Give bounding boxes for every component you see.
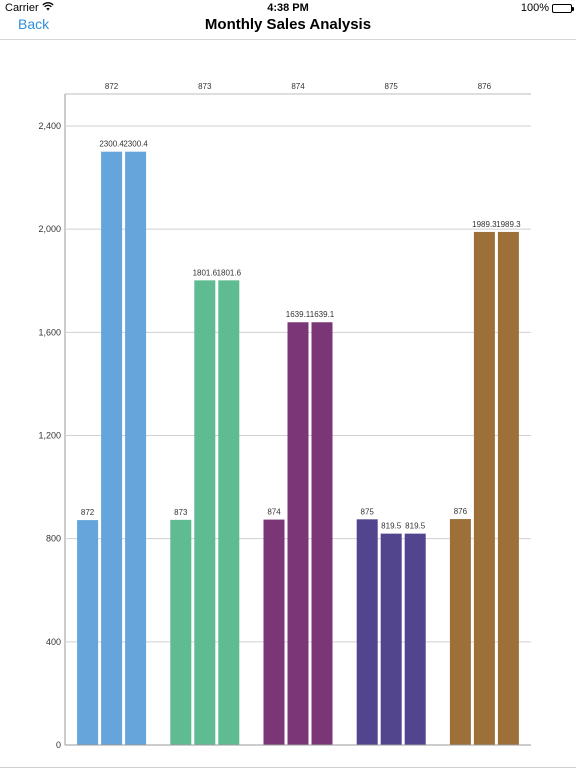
y-tick-label: 2,000	[38, 224, 61, 234]
data-label: 2300.4	[123, 140, 148, 149]
bar	[380, 533, 402, 745]
navigation-bar: Back Monthly Sales Analysis	[0, 16, 576, 40]
wifi-icon	[41, 2, 54, 14]
y-tick-label: 2,400	[38, 121, 61, 131]
data-label: 1801.6	[217, 268, 242, 277]
data-label: 1801.6	[193, 268, 218, 277]
y-tick-label: 1,600	[38, 327, 61, 337]
status-carrier: Carrier	[5, 2, 54, 14]
bar	[263, 519, 285, 745]
status-time: 4:38 PM	[267, 2, 309, 14]
category-label: 874	[291, 82, 305, 91]
bar-chart: 0 400 800 1,200 1,600 2,000 2,400 872 872 2300.4 2…	[38, 82, 531, 750]
data-label: 876	[454, 507, 468, 516]
battery-icon	[552, 3, 574, 13]
data-label: 875	[361, 507, 375, 516]
bar	[311, 322, 333, 745]
status-bar: Carrier 4:38 PM 100%	[0, 0, 576, 16]
bar	[473, 231, 495, 745]
bar	[77, 520, 99, 745]
category-label: 872	[105, 82, 119, 91]
data-label: 1989.3	[472, 220, 497, 229]
y-tick-label: 800	[46, 534, 61, 544]
category-label: 873	[198, 82, 212, 91]
data-label: 819.5	[405, 522, 426, 531]
data-label: 1639.1	[310, 310, 335, 319]
y-tick-label: 0	[56, 740, 61, 750]
data-label: 872	[81, 508, 95, 517]
bar	[194, 280, 216, 745]
page-title: Monthly Sales Analysis	[204, 16, 372, 33]
bar	[125, 151, 147, 746]
bar	[170, 519, 192, 745]
data-label: 1639.1	[286, 310, 311, 319]
back-button[interactable]: Back	[18, 16, 50, 32]
status-battery: 100%	[520, 2, 574, 14]
bar	[404, 533, 426, 745]
bar	[101, 151, 123, 746]
data-label: 873	[174, 508, 188, 517]
data-label: 1989.3	[496, 220, 521, 229]
data-label: 2300.4	[99, 140, 124, 149]
y-tick-label: 400	[46, 637, 61, 647]
category-label: 876	[478, 82, 492, 91]
bar	[287, 322, 309, 745]
y-tick-label: 1,200	[38, 431, 61, 441]
bar	[497, 231, 519, 745]
data-label: 874	[267, 508, 281, 517]
bar	[356, 519, 378, 745]
battery-percent: 100%	[520, 2, 549, 14]
carrier-label: Carrier	[5, 2, 39, 14]
data-label: 819.5	[381, 522, 402, 531]
bar	[449, 519, 471, 745]
category-label: 875	[385, 82, 399, 91]
bar	[218, 280, 240, 745]
